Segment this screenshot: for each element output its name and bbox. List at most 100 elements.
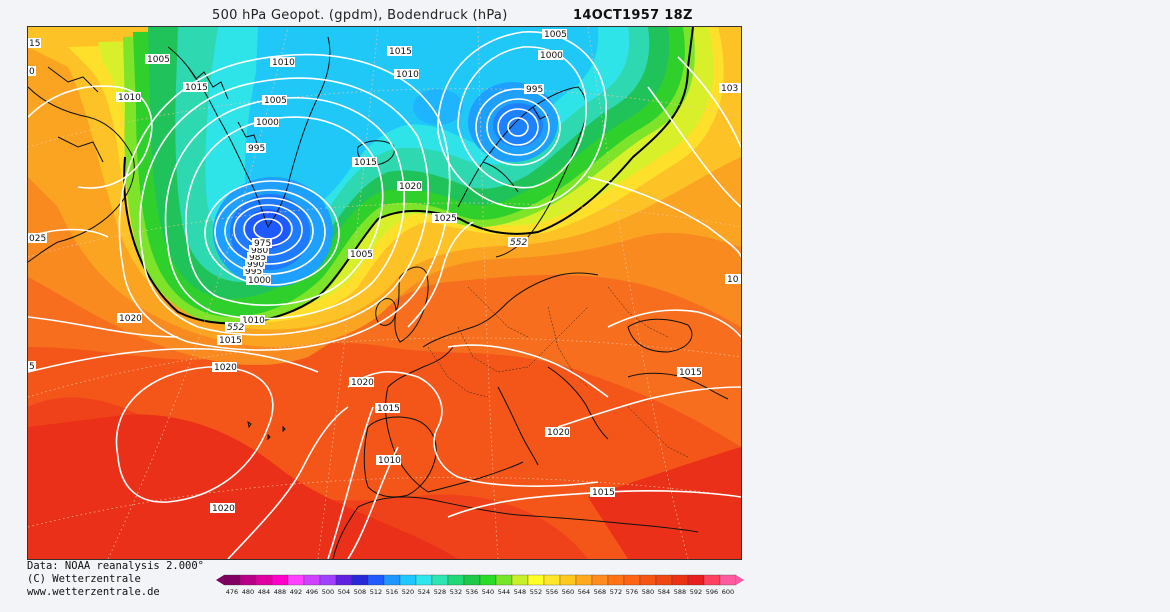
colorbar-swatch xyxy=(415,574,433,586)
isobar-label: 1020 xyxy=(399,182,422,192)
colorbar-svg: 476 480 484 488 492 496 500 504 508 512 516 520 524 5… xyxy=(216,574,744,596)
colorbar-swatch xyxy=(671,574,689,586)
colorbar-tick-label: 576 xyxy=(626,588,638,596)
colorbar-tick-label: 544 xyxy=(498,588,510,596)
isobar-label: 1020 xyxy=(212,504,235,514)
isobar-label: 1000 xyxy=(248,276,271,286)
map-title: 500 hPa Geopot. (gpdm), Bodendruck (hPa) xyxy=(212,8,508,23)
isobar-label: 1020 xyxy=(351,378,374,388)
colorbar-swatch xyxy=(607,574,625,586)
edge-label: 5 xyxy=(29,362,35,372)
colorbar-tick-label: 516 xyxy=(386,588,398,596)
colorbar-swatch xyxy=(463,574,481,586)
colorbar-swatch xyxy=(367,574,385,586)
isobar-label: 995 xyxy=(526,85,543,95)
colorbar-left-arrow xyxy=(216,575,224,585)
credit-line-copyright: (C) Wetterzentrale xyxy=(27,573,141,585)
colorbar-swatch xyxy=(511,574,529,586)
colorbar-swatch xyxy=(287,574,305,586)
map-date: 14OCT1957 18Z xyxy=(573,8,693,23)
colorbar-swatch xyxy=(639,574,657,586)
colorbar-tick-label: 564 xyxy=(578,588,590,596)
colorbar-swatch xyxy=(495,574,513,586)
colorbar-tick-label: 552 xyxy=(530,588,542,596)
colorbar-tick-label: 556 xyxy=(546,588,558,596)
isobar-label: 1020 xyxy=(214,363,237,373)
coastlines xyxy=(28,36,729,559)
isobar-label: 1005 xyxy=(264,96,287,106)
colorbar-tick-label: 504 xyxy=(338,588,350,596)
colorbar-tick-label: 596 xyxy=(706,588,718,596)
map-title-bar: 500 hPa Geopot. (gpdm), Bodendruck (hPa)… xyxy=(0,8,1170,28)
isobar-label: 1015 xyxy=(389,47,412,57)
colorbar-swatch xyxy=(479,574,497,586)
colorbar-swatch xyxy=(527,574,545,586)
colorbar-swatch xyxy=(543,574,561,586)
edge-label: 0 xyxy=(29,67,35,77)
colorbar-tick-label: 600 xyxy=(722,588,734,596)
isobar-label: 1020 xyxy=(119,314,142,324)
colorbar-swatch xyxy=(431,574,449,586)
colorbar-tick-label: 496 xyxy=(306,588,318,596)
colorbar-swatch xyxy=(719,574,737,586)
colorbar-tick-label: 528 xyxy=(434,588,446,596)
colorbar-swatch xyxy=(255,574,273,586)
country-borders xyxy=(427,286,689,458)
isobar-label: 995 xyxy=(245,267,262,277)
isobar-label: 1015 xyxy=(592,488,615,498)
isobar-label: 1010 xyxy=(378,456,401,466)
colorbar-tick-label: 512 xyxy=(370,588,382,596)
isobar-label: 1020 xyxy=(547,428,570,438)
contour-label: 552 xyxy=(227,323,244,333)
isobar-label: 1010 xyxy=(242,316,265,326)
colorbar-swatch xyxy=(271,574,289,586)
colorbar-tick-label: 536 xyxy=(466,588,478,596)
colorbar-swatch xyxy=(447,574,465,586)
colorbar-tick-label: 484 xyxy=(258,588,270,596)
isobar-label: 1005 xyxy=(350,250,373,260)
isobar-label: 1015 xyxy=(185,83,208,93)
colorbar-tick-label: 532 xyxy=(450,588,462,596)
weather-map: 1005 1010 1015 1010 1005 1000 995 1015 1… xyxy=(27,26,742,560)
colorbar-swatch xyxy=(655,574,673,586)
colorbar-tick-label: 592 xyxy=(690,588,702,596)
edge-label: 15 xyxy=(29,39,40,49)
edge-label: 10 xyxy=(727,275,739,285)
colorbar-tick-label: 488 xyxy=(274,588,286,596)
colorbar-tick-label: 508 xyxy=(354,588,366,596)
isobar-label: 975 xyxy=(254,239,271,249)
isobar-label: 1005 xyxy=(147,55,170,65)
isobar-labels: 1005 1010 1015 1010 1005 1000 995 1015 1… xyxy=(116,29,702,514)
colorbar-tick-label: 560 xyxy=(562,588,574,596)
colorbar-tick-label: 548 xyxy=(514,588,526,596)
colorbar-swatch xyxy=(335,574,353,586)
colorbar-tick-label: 480 xyxy=(242,588,254,596)
colorbar-swatch xyxy=(623,574,641,586)
isobar-label: 1015 xyxy=(679,368,702,378)
edge-label: 103 xyxy=(721,84,738,94)
colorbar-tick-label: 588 xyxy=(674,588,686,596)
colorbar-swatch xyxy=(319,574,337,586)
weather-map-canvas: 1005 1010 1015 1010 1005 1000 995 1015 1… xyxy=(28,27,741,559)
colorbar-swatch xyxy=(223,574,241,586)
colorbar-tick-label: 524 xyxy=(418,588,430,596)
colorbar-right-arrow xyxy=(736,575,744,585)
contour-labels: 552 552 xyxy=(225,237,528,333)
colorbar-tick-label: 584 xyxy=(658,588,670,596)
colorbar-swatch xyxy=(239,574,257,586)
colorbar-swatch xyxy=(703,574,721,586)
colorbar-tick-label: 492 xyxy=(290,588,302,596)
colorbar-tick-label: 476 xyxy=(226,588,238,596)
colorbar-swatch xyxy=(383,574,401,586)
isobar-label: 1010 xyxy=(396,70,419,80)
colorbar: 476 480 484 488 492 496 500 504 508 512 516 520 524 5… xyxy=(214,573,744,605)
colorbar-tick-label: 568 xyxy=(594,588,606,596)
colorbar-swatch xyxy=(687,574,705,586)
isobar-label: 1010 xyxy=(118,93,141,103)
isobar-label: 990 xyxy=(247,260,264,270)
contour-label: 552 xyxy=(510,238,527,248)
colorbar-tick-label: 500 xyxy=(322,588,334,596)
isobar-label: 1015 xyxy=(219,336,242,346)
colorbar-swatch xyxy=(351,574,369,586)
isobar-label: 1000 xyxy=(540,51,563,61)
